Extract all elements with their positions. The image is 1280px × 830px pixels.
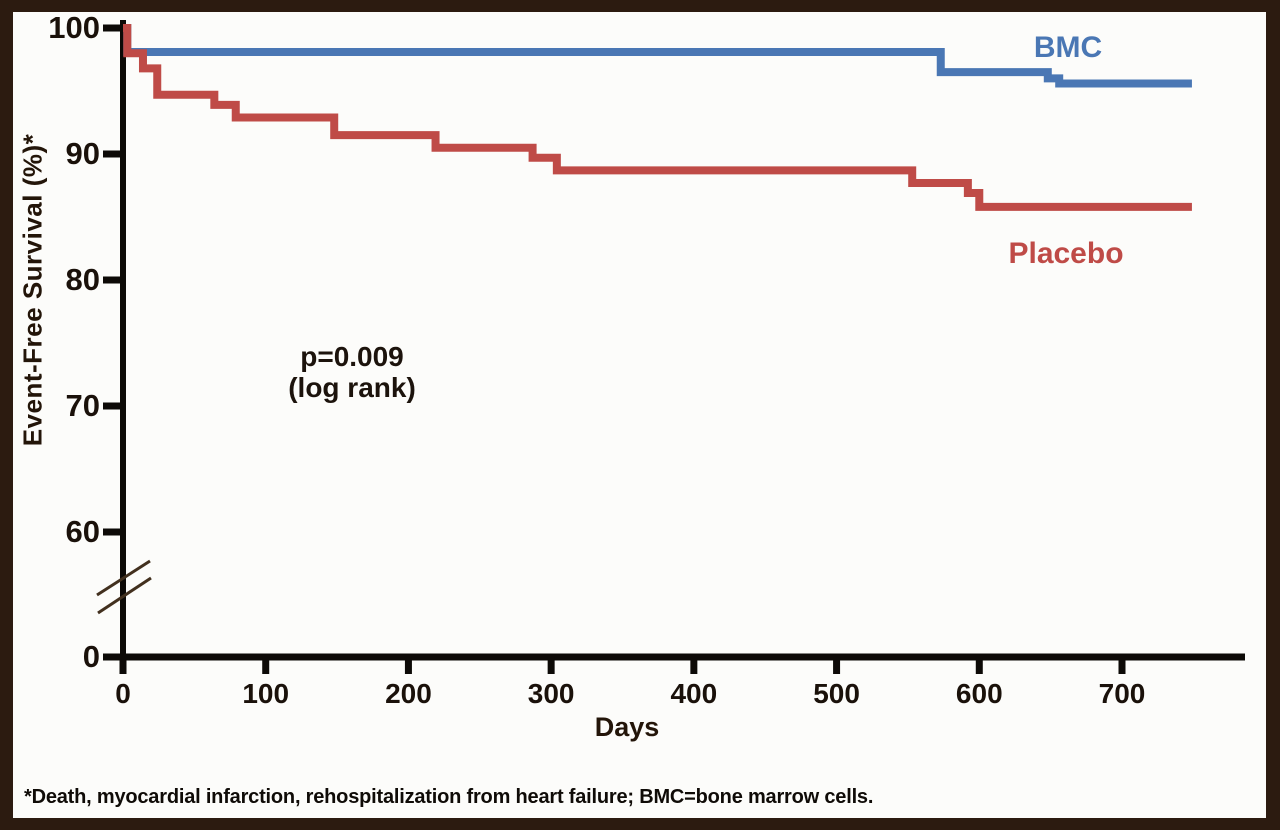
- y-tick-label: 60: [65, 514, 100, 549]
- log-rank-text: (log rank): [288, 372, 416, 403]
- x-tick-label: 0: [115, 678, 131, 709]
- x-tick-label: 200: [385, 678, 432, 709]
- series-label-placebo: Placebo: [1008, 237, 1124, 270]
- y-tick-label: 100: [48, 10, 100, 45]
- y-tick-label: 70: [65, 388, 100, 423]
- y-tick-label: 80: [65, 262, 100, 297]
- survival-curve-placebo: [123, 24, 1192, 211]
- x-tick-label: 100: [242, 678, 290, 709]
- x-tick-label: 400: [670, 678, 718, 709]
- y-axis-break-slash: [97, 576, 152, 615]
- x-tick-label: 700: [1098, 678, 1146, 709]
- x-tick-label: 500: [813, 678, 860, 709]
- x-tick-label: 300: [527, 678, 575, 709]
- x-tick-label: 600: [955, 678, 1003, 709]
- plot-background: [13, 12, 1266, 818]
- y-axis-break-slash: [96, 559, 151, 597]
- survival-curve-bmc: [123, 24, 1192, 88]
- p-value-text: p=0.009: [300, 341, 404, 372]
- y-tick-label: 0: [82, 639, 100, 674]
- series-label-bmc: BMC: [1033, 31, 1103, 64]
- footnote-text: *Death, myocardial infarction, rehospita…: [24, 786, 874, 808]
- x-axis-title: Days: [594, 712, 660, 742]
- y-axis-title: Event-Free Survival (%)*: [17, 133, 48, 447]
- y-tick-label: 90: [65, 136, 100, 171]
